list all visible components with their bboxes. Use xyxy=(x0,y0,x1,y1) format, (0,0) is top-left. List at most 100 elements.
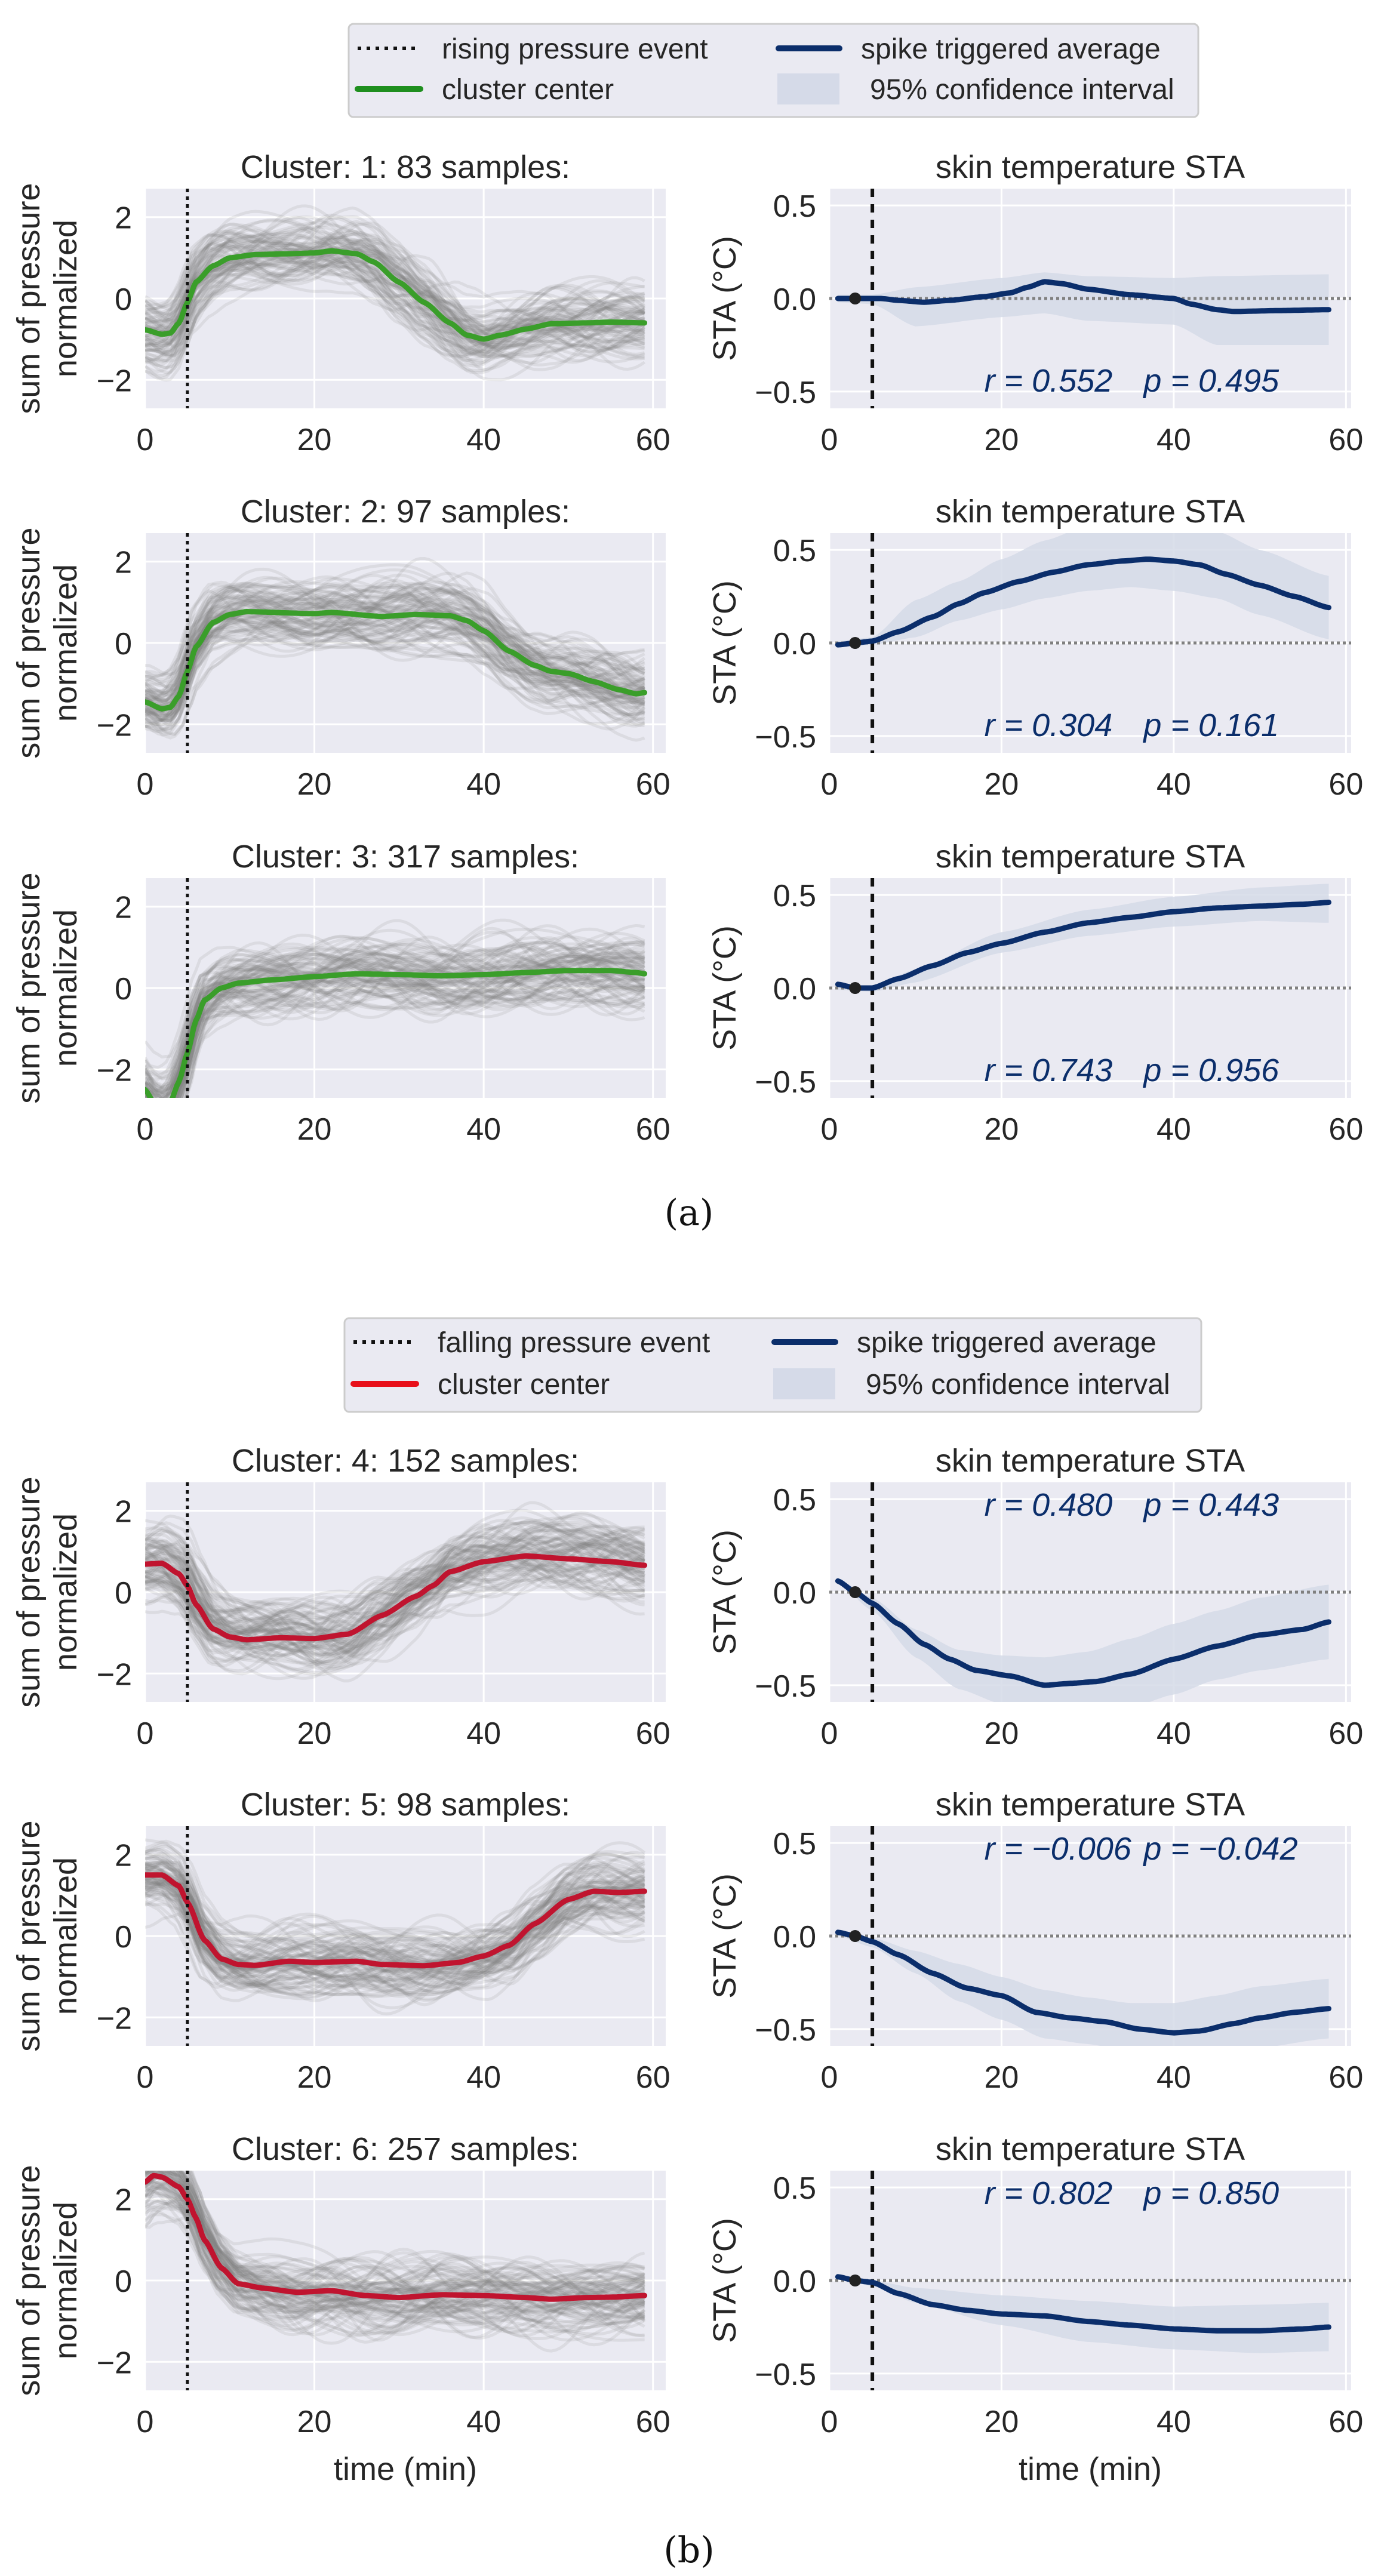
sample-trace xyxy=(145,258,645,364)
sample-trace xyxy=(179,981,645,1098)
sample-trace xyxy=(145,264,645,375)
sample-trace xyxy=(145,586,645,695)
sample-trace xyxy=(145,1543,645,1653)
sample-trace xyxy=(145,1536,645,1649)
sample-trace xyxy=(145,1556,645,1680)
sta-panel-1: 0 20 40 60 −0.5 0.0 0.5 skin temperature STA STA… xyxy=(707,149,1363,457)
sample-trace xyxy=(145,2171,645,2341)
sample-trace xyxy=(145,950,645,1098)
sample-trace xyxy=(145,604,645,716)
sample-trace xyxy=(145,940,645,1078)
sample-trace xyxy=(145,1862,645,1998)
sample-trace xyxy=(145,1532,645,1664)
legend-ci-label: 95% confidence interval xyxy=(870,74,1174,106)
plot-content xyxy=(145,1482,648,1702)
sta-line xyxy=(835,2274,1331,2334)
sample-trace xyxy=(145,567,645,720)
sample-trace xyxy=(184,965,645,1098)
sample-trace xyxy=(145,608,645,731)
sample-trace xyxy=(145,236,645,353)
sample-trace xyxy=(145,1852,645,1983)
sample-trace xyxy=(145,2180,645,2313)
event-marker xyxy=(849,982,862,994)
legend-b: falling pressure event cluster center spik… xyxy=(343,1317,1202,1413)
y-tick-label: 0.5 xyxy=(773,1827,816,1861)
sample-trace xyxy=(145,229,645,333)
y-axis-label-line2: normalized xyxy=(48,909,84,1067)
sample-trace xyxy=(145,2171,645,2323)
sample-trace xyxy=(145,244,646,353)
sample-trace xyxy=(145,232,645,327)
sample-trace xyxy=(145,600,645,734)
y-axis-label: STA (°C) xyxy=(707,1529,743,1655)
sample-trace xyxy=(145,1860,645,1968)
y-tick-label: 0 xyxy=(115,1576,132,1611)
sample-trace xyxy=(166,2171,645,2322)
sample-trace xyxy=(145,2185,645,2320)
sample-trace xyxy=(145,938,645,1098)
sample-trace xyxy=(145,1851,645,1982)
sample-trace xyxy=(145,233,645,345)
sample-trace xyxy=(145,1553,645,1663)
sample-trace xyxy=(145,1845,645,1974)
sample-trace xyxy=(146,2171,646,2312)
sample-trace xyxy=(145,1886,645,2002)
sample-trace xyxy=(145,215,645,348)
sample-trace xyxy=(174,2171,645,2307)
sample-trace xyxy=(145,1544,645,1655)
sample-trace xyxy=(145,613,645,742)
sample-trace xyxy=(145,588,646,718)
sample-trace xyxy=(180,936,646,1098)
sample-trace xyxy=(177,2171,645,2298)
sample-trace xyxy=(145,1876,645,1980)
sample-trace xyxy=(145,935,645,1092)
sample-trace xyxy=(145,1867,645,1996)
plot-content xyxy=(145,533,648,753)
r-value-annotation: r = 0.480 xyxy=(985,1487,1113,1523)
sample-trace xyxy=(145,254,645,364)
x-tick-label: 60 xyxy=(1328,767,1363,802)
plot-content xyxy=(145,1826,648,2046)
sample-trace xyxy=(145,2185,645,2335)
sample-trace xyxy=(145,2171,645,2298)
sample-trace xyxy=(145,2171,645,2314)
sample-trace xyxy=(145,235,645,373)
sample-trace xyxy=(145,2171,645,2309)
sample-trace xyxy=(145,590,646,731)
sample-trace xyxy=(145,1865,645,1996)
panel-title: skin temperature STA xyxy=(936,1787,1245,1823)
sample-trace xyxy=(145,919,645,1059)
sample-trace xyxy=(145,236,645,366)
sample-trace xyxy=(171,957,646,1098)
sample-trace xyxy=(145,2213,645,2342)
sample-trace xyxy=(145,239,646,359)
sample-trace xyxy=(182,2171,645,2320)
sample-trace xyxy=(145,239,645,349)
x-tick-label: 60 xyxy=(636,767,670,802)
sample-trace xyxy=(145,2171,646,2334)
sample-trace xyxy=(145,1839,645,1971)
p-value-annotation: p = 0.956 xyxy=(1142,1052,1279,1088)
y-axis-label-line2: normalized xyxy=(48,2202,84,2359)
ci-patch-icon xyxy=(773,1368,835,1399)
y-tick-label: 2 xyxy=(115,546,132,580)
sample-trace xyxy=(158,2171,645,2312)
sample-trace xyxy=(145,1847,645,1968)
p-value-annotation: p = 0.850 xyxy=(1142,2175,1279,2211)
sta-line xyxy=(835,556,1331,648)
sample-trace xyxy=(145,1521,645,1637)
sample-trace xyxy=(145,1863,645,1960)
sample-trace xyxy=(176,977,645,1098)
y-tick-label: −2 xyxy=(97,1053,132,1088)
sample-trace xyxy=(145,232,645,346)
y-tick-label: 2 xyxy=(115,1839,132,1873)
x-axis-label: time (min) xyxy=(1019,2451,1162,2487)
sample-trace xyxy=(177,942,645,1098)
sample-trace xyxy=(145,238,645,362)
sample-trace xyxy=(145,593,645,722)
sample-trace xyxy=(145,1889,645,1984)
sample-trace xyxy=(145,1529,645,1657)
sample-trace xyxy=(184,944,645,1098)
y-tick-label: −2 xyxy=(97,2346,132,2380)
